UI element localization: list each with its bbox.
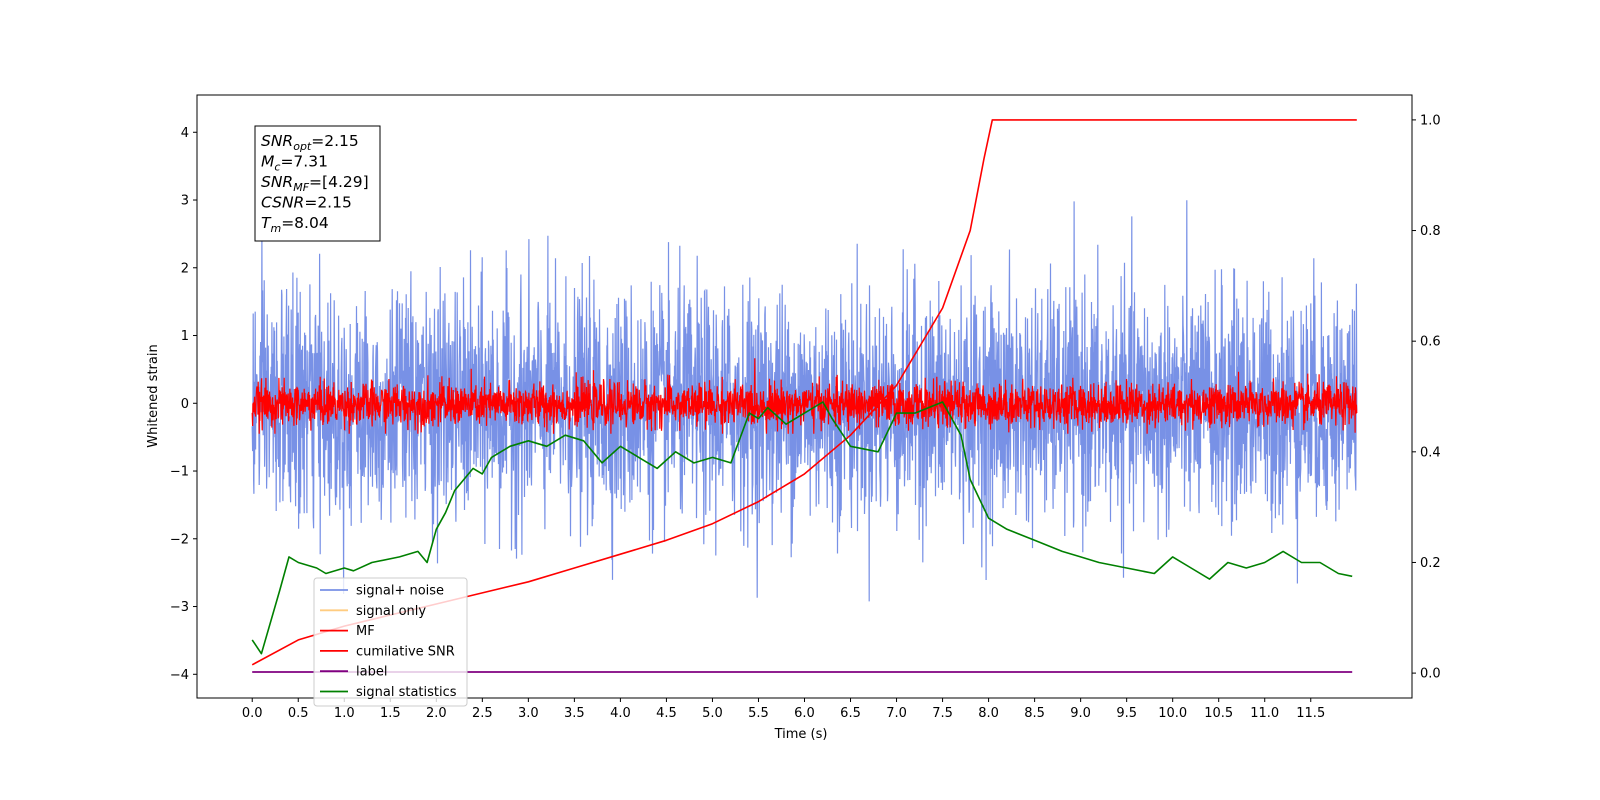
legend-entry: label: [356, 665, 387, 680]
y2-tick-label: 0.6: [1420, 335, 1441, 350]
legend-entry: signal statistics: [356, 685, 457, 700]
x-tick-label: 9.0: [1070, 706, 1091, 721]
x-tick-label: 6.5: [840, 706, 861, 721]
x-tick-label: 4.5: [656, 706, 677, 721]
stats-line: Mc=7.31: [261, 153, 328, 174]
y-tick-label: −4: [170, 668, 189, 683]
x-tick-label: 10.5: [1204, 706, 1233, 721]
stats-box-frame: [254, 125, 381, 242]
y-tick-label: −2: [170, 532, 189, 547]
series-signal-statistics: [251, 401, 1353, 655]
stats-line: SNRopt=2.15: [261, 132, 359, 153]
y2-tick-label: 0.0: [1420, 667, 1441, 682]
stats-line: Tm=8.04: [261, 214, 329, 235]
legend-entry: MF: [356, 624, 375, 639]
x-tick-label: 5.5: [748, 706, 769, 721]
y-tick-label: 2: [181, 261, 189, 276]
x-tick-label: 1.5: [380, 706, 401, 721]
x-tick-label: 7.5: [932, 706, 953, 721]
y2-tick-label: 0.8: [1420, 224, 1441, 239]
x-tick-label: 3.0: [518, 706, 539, 721]
legend: signal+ noise signal only MF cumilative SNR…: [313, 577, 468, 707]
x-tick-label: 6.0: [794, 706, 815, 721]
x-tick-label: 3.5: [564, 706, 585, 721]
y2-tick-label: 0.4: [1420, 445, 1441, 460]
x-tick-label: 8.5: [1024, 706, 1045, 721]
stats-line: CSNR=2.15: [261, 194, 352, 212]
series-signal-noise: [251, 200, 1358, 602]
x-tick-label: 0.5: [288, 706, 309, 721]
legend-entry: cumilative SNR: [356, 644, 455, 659]
y-tick-label: 4: [181, 126, 189, 141]
x-tick-label: 2.0: [426, 706, 447, 721]
x-tick-label: 8.0: [978, 706, 999, 721]
series-mf: [251, 358, 1358, 434]
x-tick-label: 0.0: [242, 706, 263, 721]
stats-line: SNRMF=[4.29]: [261, 173, 369, 194]
x-tick-label: 10.0: [1158, 706, 1187, 721]
x-tick-label: 11.5: [1296, 706, 1325, 721]
x-tick-label: 1.0: [334, 706, 355, 721]
y-tick-label: 3: [181, 194, 189, 209]
y-axis-right: 1.0 0.8 0.6 0.4 0.2 0.0: [1412, 113, 1441, 682]
y-tick-label: −1: [170, 465, 189, 480]
x-tick-label: 5.0: [702, 706, 723, 721]
x-axis-title: Time (s): [774, 727, 828, 742]
x-tick-label: 4.0: [610, 706, 631, 721]
y-tick-label: 1: [181, 329, 189, 344]
y-axis-title: Whitened strain: [146, 344, 161, 447]
x-tick-label: 7.0: [886, 706, 907, 721]
legend-frame: [313, 577, 468, 707]
y-axis-left: 4 3 2 1 0 −1 −2 −3 −4: [170, 126, 197, 683]
y-tick-label: 0: [181, 397, 189, 412]
x-tick-label: 2.5: [472, 706, 493, 721]
y2-tick-label: 0.2: [1420, 556, 1441, 571]
x-tick-label: 9.5: [1116, 706, 1137, 721]
x-axis: 0.0 0.5 1.0 1.5 2.0 2.5 3.0 3.5 4.0 4.5 5.0 5.5 6.0 6…: [242, 698, 1325, 721]
x-tick-label: 11.0: [1250, 706, 1279, 721]
y2-tick-label: 1.0: [1420, 113, 1441, 128]
legend-entry: signal only: [356, 604, 426, 619]
legend-entry: signal+ noise: [356, 584, 444, 599]
y-tick-label: −3: [170, 600, 189, 615]
